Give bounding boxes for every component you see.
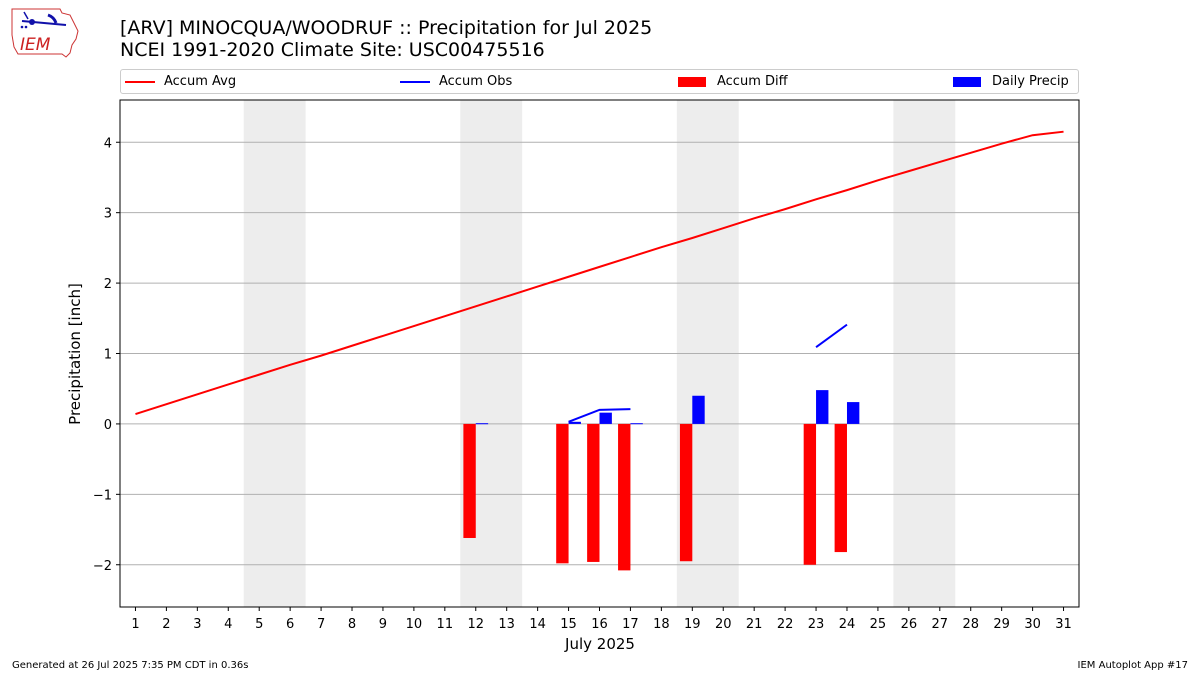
x-tick-label: 22: [777, 617, 794, 632]
legend-item-daily-precip: Daily Precip: [953, 70, 1069, 93]
accum-obs-line: [815, 323, 848, 348]
daily-precip-bar: [599, 412, 612, 424]
x-tick-label: 14: [529, 617, 546, 632]
accum-diff-bar: [463, 423, 476, 538]
chart-subtitle: NCEI 1991-2020 Climate Site: USC00475516: [120, 39, 545, 61]
x-tick-label: 28: [962, 617, 979, 632]
legend-item-accum-obs: Accum Obs: [400, 70, 512, 93]
x-tick-label: 23: [808, 617, 825, 632]
x-tick-label: 4: [224, 617, 232, 632]
daily-precip-bar: [692, 395, 705, 424]
accum-diff-bar: [679, 423, 693, 562]
legend-item-accum-avg: Accum Avg: [125, 70, 236, 93]
daily-precip-bar: [475, 423, 489, 425]
legend-label: Daily Precip: [992, 74, 1069, 89]
daily-precip-bar: [630, 423, 643, 425]
legend-label: Accum Obs: [439, 74, 513, 89]
daily-precip-bar: [816, 390, 829, 424]
y-tick-label: 0: [104, 418, 112, 433]
x-tick-label: 16: [591, 617, 608, 632]
x-tick-label: 8: [348, 617, 356, 632]
legend-item-accum-diff: Accum Diff: [678, 70, 788, 93]
x-tick-label: 13: [498, 617, 515, 632]
accum-avg-line: [135, 130, 1064, 416]
x-tick-label: 15: [560, 617, 577, 632]
x-tick-label: 5: [255, 617, 263, 632]
accum-diff-bar: [834, 423, 847, 553]
x-tick-label: 1: [131, 617, 139, 632]
x-tick-label: 12: [467, 617, 484, 632]
x-tick-label: 21: [746, 617, 763, 632]
legend-swatch-line: [125, 80, 155, 83]
x-tick-label: 27: [932, 617, 949, 632]
legend-swatch-line: [400, 80, 430, 83]
accum-diff-bar: [587, 423, 600, 562]
x-tick-label: 30: [1024, 617, 1041, 632]
y-tick-label: −2: [93, 559, 112, 574]
x-tick-label: 11: [437, 617, 454, 632]
footer-generated: Generated at 26 Jul 2025 7:35 PM CDT in …: [12, 660, 249, 671]
y-axis-label: Precipitation [inch]: [66, 283, 84, 425]
x-axis-label: July 2025: [564, 635, 635, 653]
x-tick-label: 17: [622, 617, 639, 632]
y-tick-label: 3: [104, 207, 112, 222]
wind-vane-icon: [23, 11, 29, 20]
accum-diff-bar: [803, 423, 817, 565]
daily-precip-bar: [568, 421, 581, 424]
x-tick-label: 18: [653, 617, 670, 632]
x-tick-label: 9: [379, 617, 387, 632]
x-tick-label: 6: [286, 617, 294, 632]
iem-logo: IEM: [11, 8, 79, 58]
chart-title: [ARV] MINOCQUA/WOODRUF :: Precipitation …: [120, 17, 653, 39]
y-tick-label: −1: [93, 488, 112, 503]
y-tick-label: 1: [104, 348, 112, 363]
x-tick-label: 3: [193, 617, 201, 632]
footer-app: IEM Autoplot App #17: [1077, 660, 1188, 671]
x-tick-label: 20: [715, 617, 732, 632]
x-tick-label: 24: [839, 617, 856, 632]
accum-obs-line: [568, 408, 631, 423]
accum-diff-bar: [556, 423, 569, 564]
x-tick-label: 2: [162, 617, 170, 632]
y-tick-label: 4: [104, 136, 112, 151]
x-tick-label: 26: [901, 617, 918, 632]
chart-legend: Accum Avg Accum Obs Accum Diff Daily Pre…: [120, 69, 1079, 94]
logo-text: IEM: [20, 35, 51, 55]
legend-swatch-bar: [678, 76, 706, 87]
x-tick-label: 25: [870, 617, 887, 632]
legend-label: Accum Avg: [164, 74, 237, 89]
daily-precip-bar: [846, 402, 860, 424]
x-tick-label: 19: [684, 617, 701, 632]
x-tick-label: 29: [993, 617, 1010, 632]
accum-diff-bar: [618, 423, 631, 571]
x-tick-label: 31: [1055, 617, 1072, 632]
x-tick-label: 7: [317, 617, 325, 632]
x-tick-label: 10: [406, 617, 423, 632]
legend-swatch-bar: [953, 76, 981, 87]
y-tick-label: 2: [104, 277, 112, 292]
legend-label: Accum Diff: [717, 74, 788, 89]
